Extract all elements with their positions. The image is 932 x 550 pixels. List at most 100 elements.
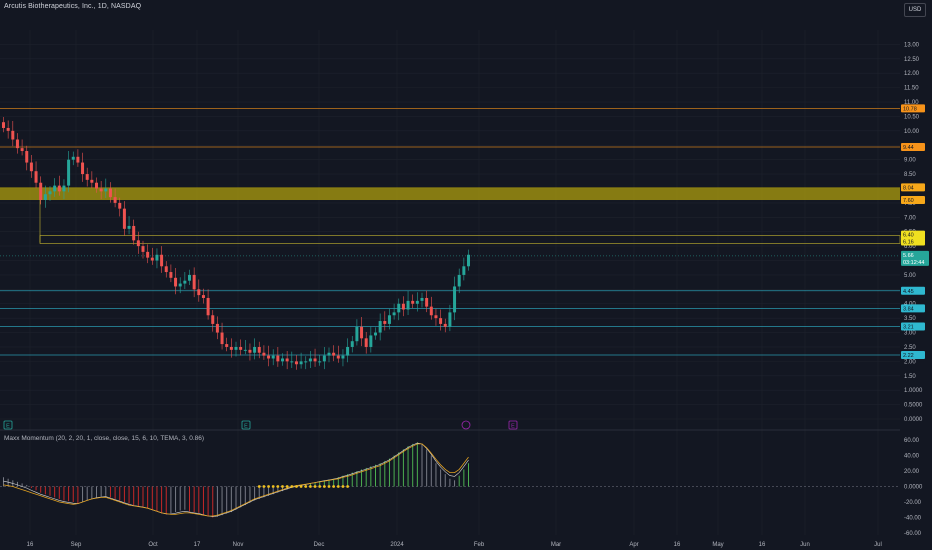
candle-body [294,361,298,365]
level-tag-label: 2.22 [903,353,914,359]
candle-body [183,280,187,284]
candle-body [313,358,317,362]
candle-body [360,326,364,339]
candle-body [11,130,15,140]
time-tick-label: Sep [71,542,82,548]
time-tick-label: Jun [800,542,810,548]
candle-body [229,346,233,350]
candle-body [290,361,294,363]
level-tag-label: 7.60 [903,198,914,204]
price-tick-label: 1.50 [904,374,916,380]
indicator-label[interactable]: Maxx Momentum (20, 2, 20, 1, close, clos… [4,435,205,442]
candle-body [90,179,94,183]
earnings-marker-label: E [244,424,248,430]
squeeze-dot [276,485,280,488]
candle-body [71,156,75,160]
candle-body [443,323,447,327]
candle-body [197,289,201,296]
level-tag [901,322,925,331]
squeeze-dot [336,485,340,488]
level-tag-label: 9.44 [903,145,914,151]
last-price-tag [901,250,929,266]
momentum-indicator [0,442,900,518]
price-tick-label: 12.50 [904,57,920,63]
candle-body [95,182,98,189]
level-tag [901,196,925,205]
dividend-marker [461,420,471,430]
candle-body [141,246,145,252]
candle-body [271,355,275,359]
candle-body [174,277,178,287]
squeeze-dot [290,485,294,488]
momentum-signal-line [3,443,469,517]
time-tick-label: Oct [148,542,158,548]
price-tick-label: 13.00 [904,42,920,48]
time-tick-label: 17 [194,542,201,548]
candle-body [220,332,224,345]
squeeze-dot [341,485,345,488]
candle-body [267,355,271,359]
price-tick-label: 9.00 [904,158,916,164]
candle-body [136,240,140,247]
momentum-tick-label: -20.00 [904,500,922,506]
candle-body [369,335,373,347]
squeeze-dot [299,485,303,488]
candle-body [434,315,438,319]
candle-body [25,151,29,163]
candle-body [336,355,340,359]
candle-body [225,344,229,347]
price-tick-label: 0.0000 [904,417,923,423]
grid [0,30,900,535]
candle-body [420,297,424,301]
level-tag [901,142,925,151]
candle-body [155,254,159,261]
level-tag-label: 3.84 [903,306,914,312]
candle-body [448,312,452,327]
squeeze-dot [327,485,331,488]
level-tag [901,304,925,313]
candle-body [104,188,108,192]
squeeze-dot [295,485,298,488]
squeeze-dot [271,485,275,488]
candle-body [425,297,429,307]
candle-body [299,361,303,365]
squeeze-dot [318,485,322,488]
price-tick-label: 12.00 [904,71,920,77]
price-tick-label: 0.5000 [904,403,923,409]
candle-body [201,295,205,298]
candle-body [397,303,401,313]
level-tag [901,351,925,360]
squeeze-dot [332,485,336,488]
candle-body [48,191,52,195]
momentum-tick-label: 40.00 [904,454,920,460]
earnings-marker-label: E [511,424,515,430]
price-tick-label: 10.50 [904,114,920,120]
squeeze-dot [313,485,317,488]
candle-body [169,272,173,278]
earnings-marker [241,420,251,430]
candle-body [318,361,322,363]
time-tick-label: 16 [759,542,766,548]
currency-button[interactable]: USD [904,3,926,17]
candle-body [178,283,182,287]
candle-body [332,352,336,356]
candle-body [29,162,33,172]
candle-body [150,257,154,261]
candle-body [53,185,57,192]
candle-body [15,139,19,149]
level-tag [901,230,925,239]
candle-body [411,300,415,304]
candle-body [346,346,350,356]
level-tag-label: 6.16 [903,240,914,246]
candle-body [192,274,196,290]
candle-body [34,171,38,183]
candle-body [378,321,382,333]
squeeze-dot [262,485,266,488]
candle-body [387,315,391,324]
momentum-tick-label: 20.00 [904,469,920,475]
candle-body [262,352,266,356]
candle-body [6,127,10,131]
candle-body [327,352,331,356]
